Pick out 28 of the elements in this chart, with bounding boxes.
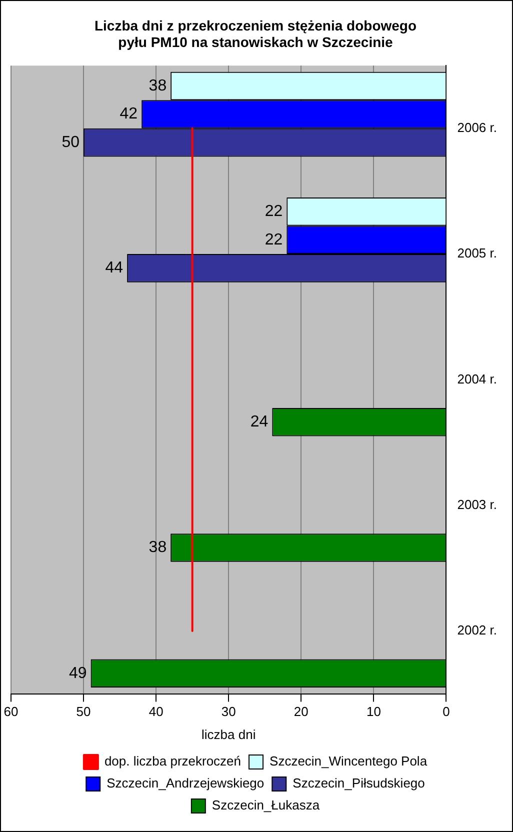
chart-title: Liczba dni z przekroczeniem stężenia dobowego pyłu PM10 na stanowiskach w Szczecinie — [94, 17, 417, 50]
x-tick-label: 0 — [442, 704, 450, 720]
y-tick-label: 2005 r. — [457, 246, 498, 261]
y-tick-label: 2003 r. — [457, 496, 498, 512]
x-tick-label: 40 — [148, 704, 164, 720]
x-tick-label: 20 — [294, 704, 308, 720]
legend-label: dop. liczba przekroczeń — [104, 754, 242, 769]
legend-label: Szczecin_Andrzejewskiego — [106, 776, 264, 791]
x-tick-label: 10 — [366, 704, 381, 720]
y-tick-label: 2004 r. — [457, 371, 498, 386]
x-tick-label: 30 — [221, 704, 236, 720]
data-label: 22 — [264, 231, 283, 248]
y-tick-label: 2002 r. — [457, 622, 498, 638]
x-tick-label: 50 — [76, 704, 91, 720]
data-label: 38 — [148, 77, 167, 94]
legend-label: Szczecin_Łukasza — [212, 798, 320, 813]
legend-label: Szczecin_Wincentego Pola — [270, 754, 428, 769]
legend-label: Szczecin_Piłsudskiego — [292, 776, 425, 791]
x-tick-label: 60 — [4, 704, 18, 720]
x-axis-title: liczba dni — [202, 726, 256, 742]
data-label: 42 — [120, 106, 138, 123]
data-label: 24 — [250, 414, 268, 431]
data-label: 50 — [62, 134, 80, 151]
y-tick-label: 2006 r. — [457, 120, 498, 135]
data-label: 49 — [69, 664, 87, 682]
data-label: 44 — [105, 260, 124, 277]
data-label: 22 — [264, 203, 283, 220]
data-label: 38 — [148, 539, 167, 556]
